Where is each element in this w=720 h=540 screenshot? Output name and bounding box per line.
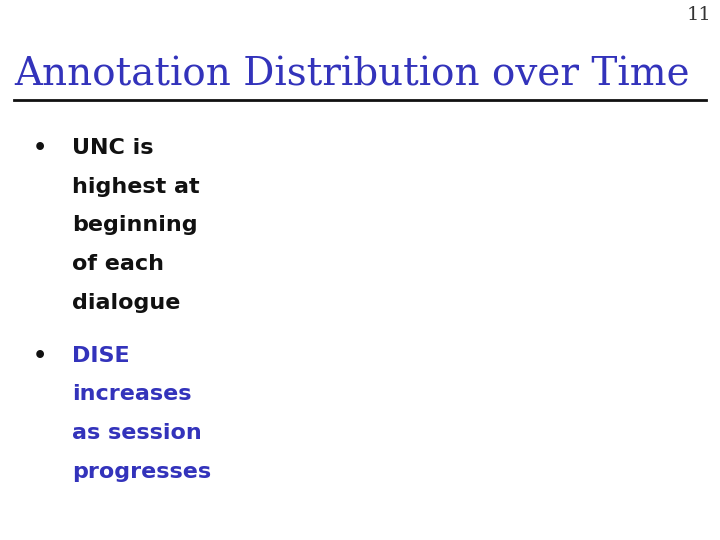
Text: UNC is: UNC is xyxy=(72,138,153,158)
Text: increases: increases xyxy=(72,384,192,404)
Text: •: • xyxy=(32,138,47,158)
Text: as session: as session xyxy=(72,423,202,443)
Text: highest at: highest at xyxy=(72,177,199,197)
Text: •: • xyxy=(32,346,47,366)
Text: of each: of each xyxy=(72,254,164,274)
Text: progresses: progresses xyxy=(72,462,211,482)
Text: 11: 11 xyxy=(687,6,711,24)
Text: Annotation Distribution over Time: Annotation Distribution over Time xyxy=(14,57,690,94)
Text: DISE: DISE xyxy=(72,346,130,366)
Text: beginning: beginning xyxy=(72,215,197,235)
Text: dialogue: dialogue xyxy=(72,293,181,313)
